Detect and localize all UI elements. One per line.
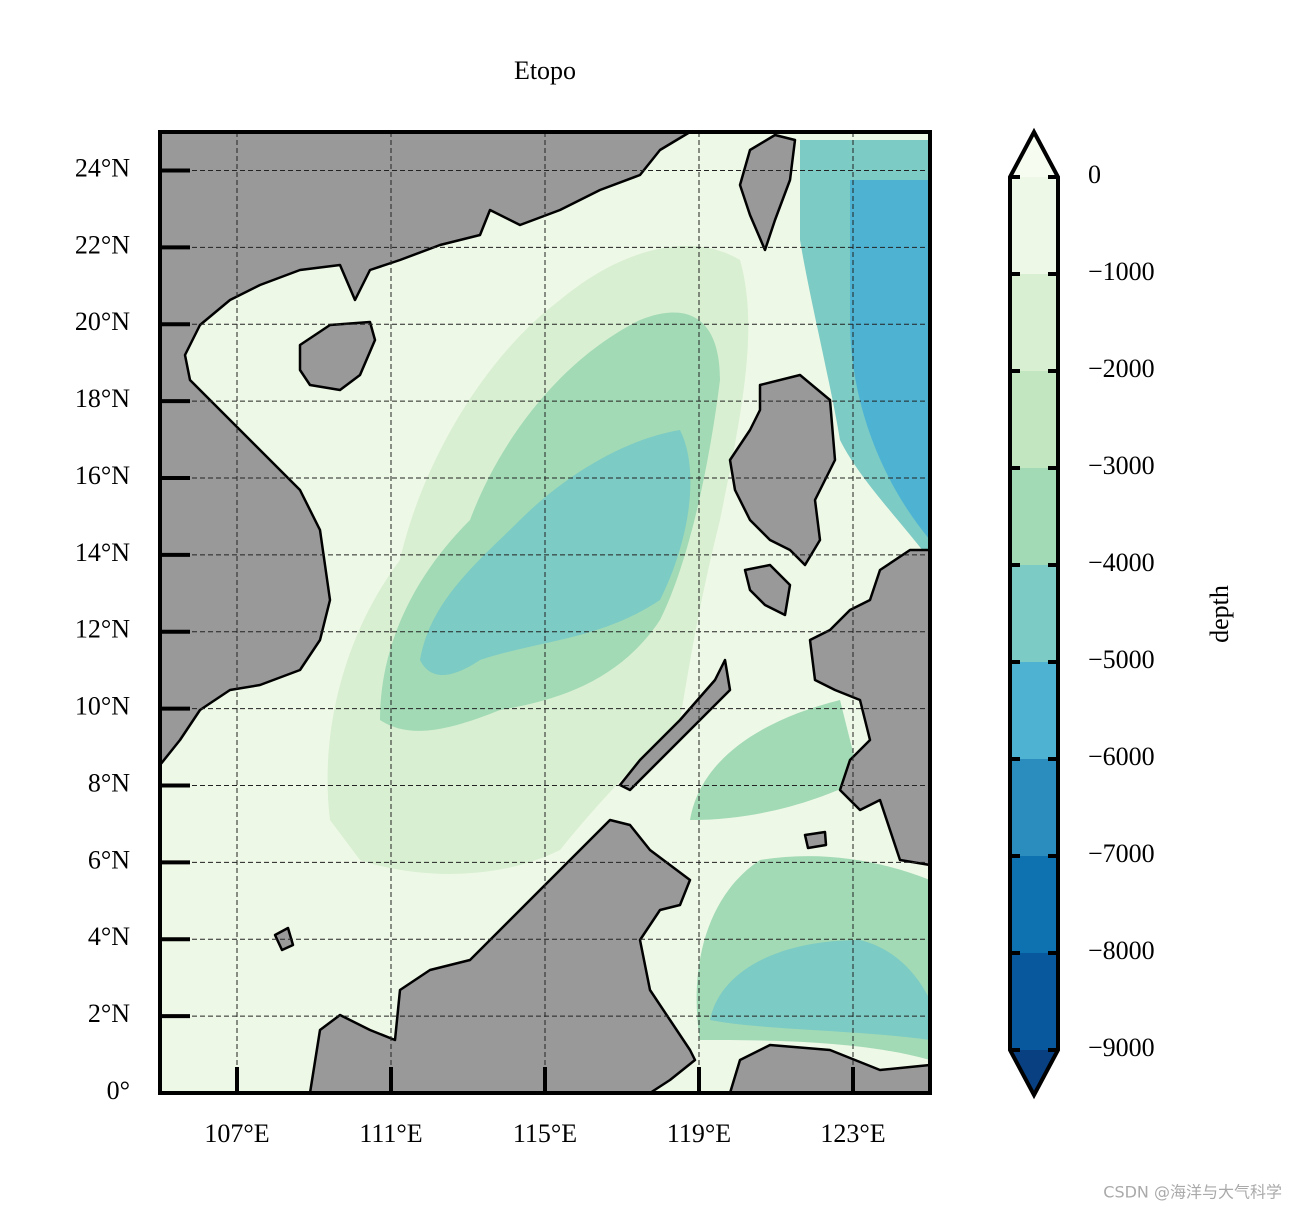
y-tick-label: 24°N (75, 153, 130, 182)
y-tick-label: 4°N (88, 922, 130, 951)
colorbar-extend (1010, 132, 1058, 177)
x-tick-label: 111°E (359, 1119, 422, 1148)
land (618, 658, 732, 792)
y-tick-label: 6°N (88, 845, 130, 874)
colorbar-band (1010, 953, 1058, 1050)
x-tick-label: 115°E (513, 1119, 577, 1148)
y-tick-label: 10°N (75, 692, 130, 721)
land (298, 320, 377, 392)
colorbar-tick-label: −5000 (1088, 645, 1155, 674)
chart-title: Etopo (514, 56, 576, 85)
x-tick-label: 107°E (204, 1119, 269, 1148)
land (743, 563, 792, 617)
colorbar-tick-label: −7000 (1088, 839, 1155, 868)
colorbar-band (1010, 759, 1058, 856)
colorbar-band (1010, 274, 1058, 371)
y-tick-label: 8°N (88, 768, 130, 797)
colorbar-band (1010, 856, 1058, 953)
x-tick-label: 119°E (667, 1119, 731, 1148)
colorbar-tick-label: −1000 (1088, 257, 1155, 286)
y-tick-label: 18°N (75, 384, 130, 413)
y-tick-label: 14°N (75, 538, 130, 567)
land (308, 818, 697, 1095)
colorbar-tick-label: −8000 (1088, 936, 1155, 965)
land (158, 130, 692, 767)
land (803, 830, 828, 850)
depth-shading (690, 700, 860, 820)
colorbar-extend (1010, 1050, 1058, 1095)
colorbar-band (1010, 371, 1058, 468)
watermark: CSDN @海洋与大气科学 (1103, 1183, 1282, 1202)
y-tick-label: 12°N (75, 615, 130, 644)
colorbar-tick-label: −3000 (1088, 451, 1155, 480)
colorbar-label: depth (1205, 585, 1234, 643)
land (738, 133, 797, 252)
colorbar-tick-label: 0 (1088, 160, 1101, 189)
y-tick-label: 2°N (88, 999, 130, 1028)
land (728, 373, 837, 567)
y-tick-label: 20°N (75, 307, 130, 336)
y-tick-label: 16°N (75, 461, 130, 490)
colorbar-band (1010, 468, 1058, 565)
colorbar-tick-label: −6000 (1088, 742, 1155, 771)
y-tick-label: 0° (107, 1076, 130, 1105)
colorbar-tick-label: −4000 (1088, 548, 1155, 577)
y-tick-label: 22°N (75, 230, 130, 259)
colorbar-band (1010, 177, 1058, 274)
depth-shading (420, 430, 691, 675)
colorbar-band (1010, 565, 1058, 662)
map-frame (158, 130, 932, 1095)
colorbar-tick-label: −2000 (1088, 354, 1155, 383)
depth-shading (850, 180, 930, 540)
colorbar-band (1010, 662, 1058, 759)
colorbar-tick-label: −9000 (1088, 1033, 1155, 1062)
depth-shading (710, 940, 930, 1040)
x-tick-label: 123°E (820, 1119, 885, 1148)
